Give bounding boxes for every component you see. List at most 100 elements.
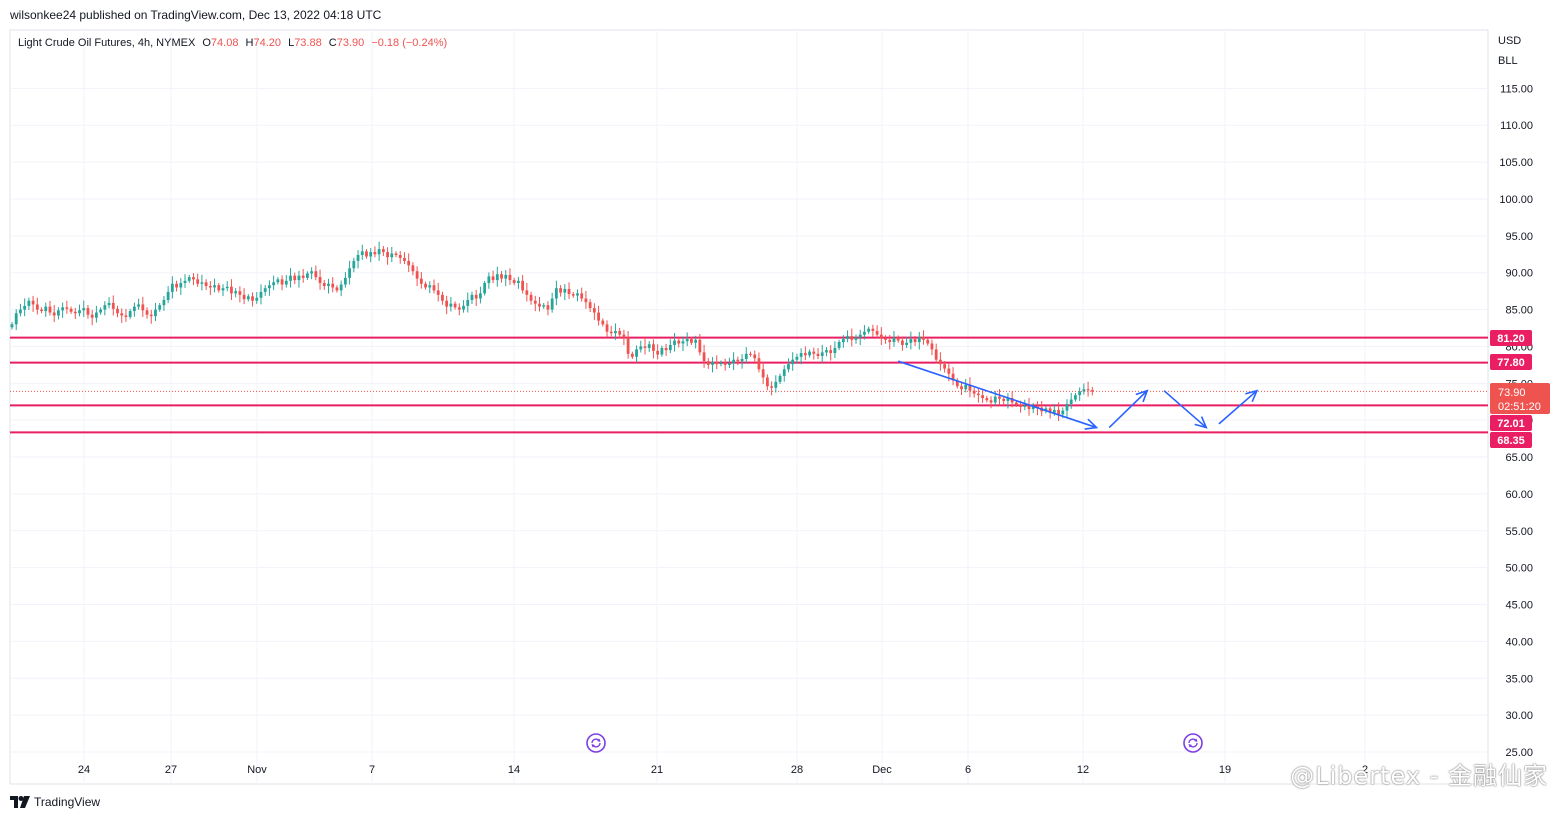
candle-body (508, 274, 512, 281)
countdown-label: 02:51:20 (1498, 401, 1541, 413)
candle-body (820, 352, 824, 357)
candle-body (968, 384, 972, 391)
candle-body (470, 294, 474, 300)
candle-body (124, 315, 128, 317)
candle-body (584, 298, 588, 303)
y-tick-label: 35.00 (1505, 673, 1533, 685)
candle-body (647, 344, 651, 348)
candle-body (892, 337, 896, 343)
candle-body (504, 274, 508, 279)
candle-body (770, 386, 773, 388)
candle-body (719, 362, 723, 365)
candle-body (1031, 406, 1035, 410)
candle-body (419, 278, 423, 284)
candle-body (90, 314, 94, 318)
candle-body (846, 336, 849, 340)
candle-body (930, 343, 934, 350)
candle-body (327, 283, 330, 286)
unit-label: BLL (1498, 55, 1518, 67)
candle-body (369, 252, 373, 257)
last-price-tag (1490, 383, 1550, 414)
tradingview-footer[interactable]: TradingView (10, 794, 100, 810)
candle-body (913, 339, 917, 343)
level-price-tag (1490, 415, 1532, 431)
change-value: −0.18 (−0.24%) (371, 37, 447, 49)
candle-body (554, 288, 558, 299)
candle-body (576, 293, 579, 296)
level-price-label: 72.01 (1497, 418, 1525, 430)
candle-body (99, 309, 103, 313)
candle-body (343, 277, 347, 285)
candle-body (19, 309, 22, 314)
candle-body (685, 339, 689, 342)
candle-body (230, 286, 233, 294)
candle-body (495, 274, 499, 281)
candle-body (951, 373, 955, 381)
open-value: 74.08 (211, 37, 239, 49)
candle-body (52, 312, 56, 316)
candle-body (837, 342, 841, 348)
candle-body (255, 297, 259, 301)
candle-body (765, 377, 769, 387)
candle-body (449, 303, 453, 307)
candle-body (365, 251, 368, 257)
candle-body (901, 340, 904, 345)
candle-body (306, 273, 309, 278)
trend-arrow-head (1135, 389, 1149, 403)
candle-body (521, 280, 525, 291)
candle-body (479, 293, 482, 299)
candle-body (1002, 398, 1006, 402)
candle-body (411, 265, 415, 272)
candle-body (706, 361, 710, 365)
candle-body (884, 338, 887, 340)
candle-body (284, 280, 288, 285)
level-price-label: 81.20 (1497, 333, 1525, 345)
x-tick-label: 21 (651, 764, 663, 776)
candle-body (681, 341, 685, 344)
y-tick-label: 100.00 (1499, 194, 1533, 206)
trend-arrow-head (1245, 389, 1259, 403)
grid-layer (9, 29, 1489, 785)
candle-body (909, 339, 913, 343)
y-tick-label: 85.00 (1505, 305, 1533, 317)
candle-body (386, 252, 389, 258)
candle-body (166, 291, 170, 300)
candle-body (1078, 391, 1082, 396)
candle-body (103, 305, 107, 310)
level-price-tag (1490, 354, 1532, 370)
symbol-line: Light Crude Oil Futures, 4h, NYMEX O74.0… (18, 37, 447, 49)
time-axis-layer: 24 27 Nov 7 14 21 28 Dec 6 12 19 2 (78, 764, 1368, 776)
candle-body (728, 363, 731, 365)
candle-body (44, 306, 48, 312)
x-tick-label: 6 (965, 764, 971, 776)
candle-body (297, 275, 301, 281)
candle-body (1019, 404, 1022, 407)
candle-body (778, 375, 782, 382)
level-price-tag (1490, 432, 1532, 448)
candle-body (791, 359, 795, 365)
candle-body (453, 303, 457, 308)
candle-body (483, 283, 487, 294)
y-tick-label: 55.00 (1505, 526, 1533, 538)
candle-body (1086, 389, 1090, 391)
candle-body (192, 277, 195, 280)
candle-body (694, 339, 698, 343)
candle-body (263, 288, 267, 292)
candle-body (500, 274, 503, 279)
candle-body (863, 331, 866, 335)
candle-body (187, 277, 191, 281)
y-tick-label: 105.00 (1499, 157, 1533, 169)
candle-body (432, 285, 436, 291)
candle-body (293, 275, 297, 281)
trend-arrow-line (897, 360, 1097, 429)
candle-body (335, 287, 339, 291)
candle-body (360, 251, 364, 256)
candle-body (1048, 408, 1052, 413)
candle-body (601, 320, 605, 325)
x-tick-label: 27 (165, 764, 177, 776)
candle-body (158, 305, 162, 310)
y-tick-label: 30.00 (1505, 710, 1533, 722)
candle-body (213, 285, 216, 288)
candle-body (744, 353, 748, 359)
